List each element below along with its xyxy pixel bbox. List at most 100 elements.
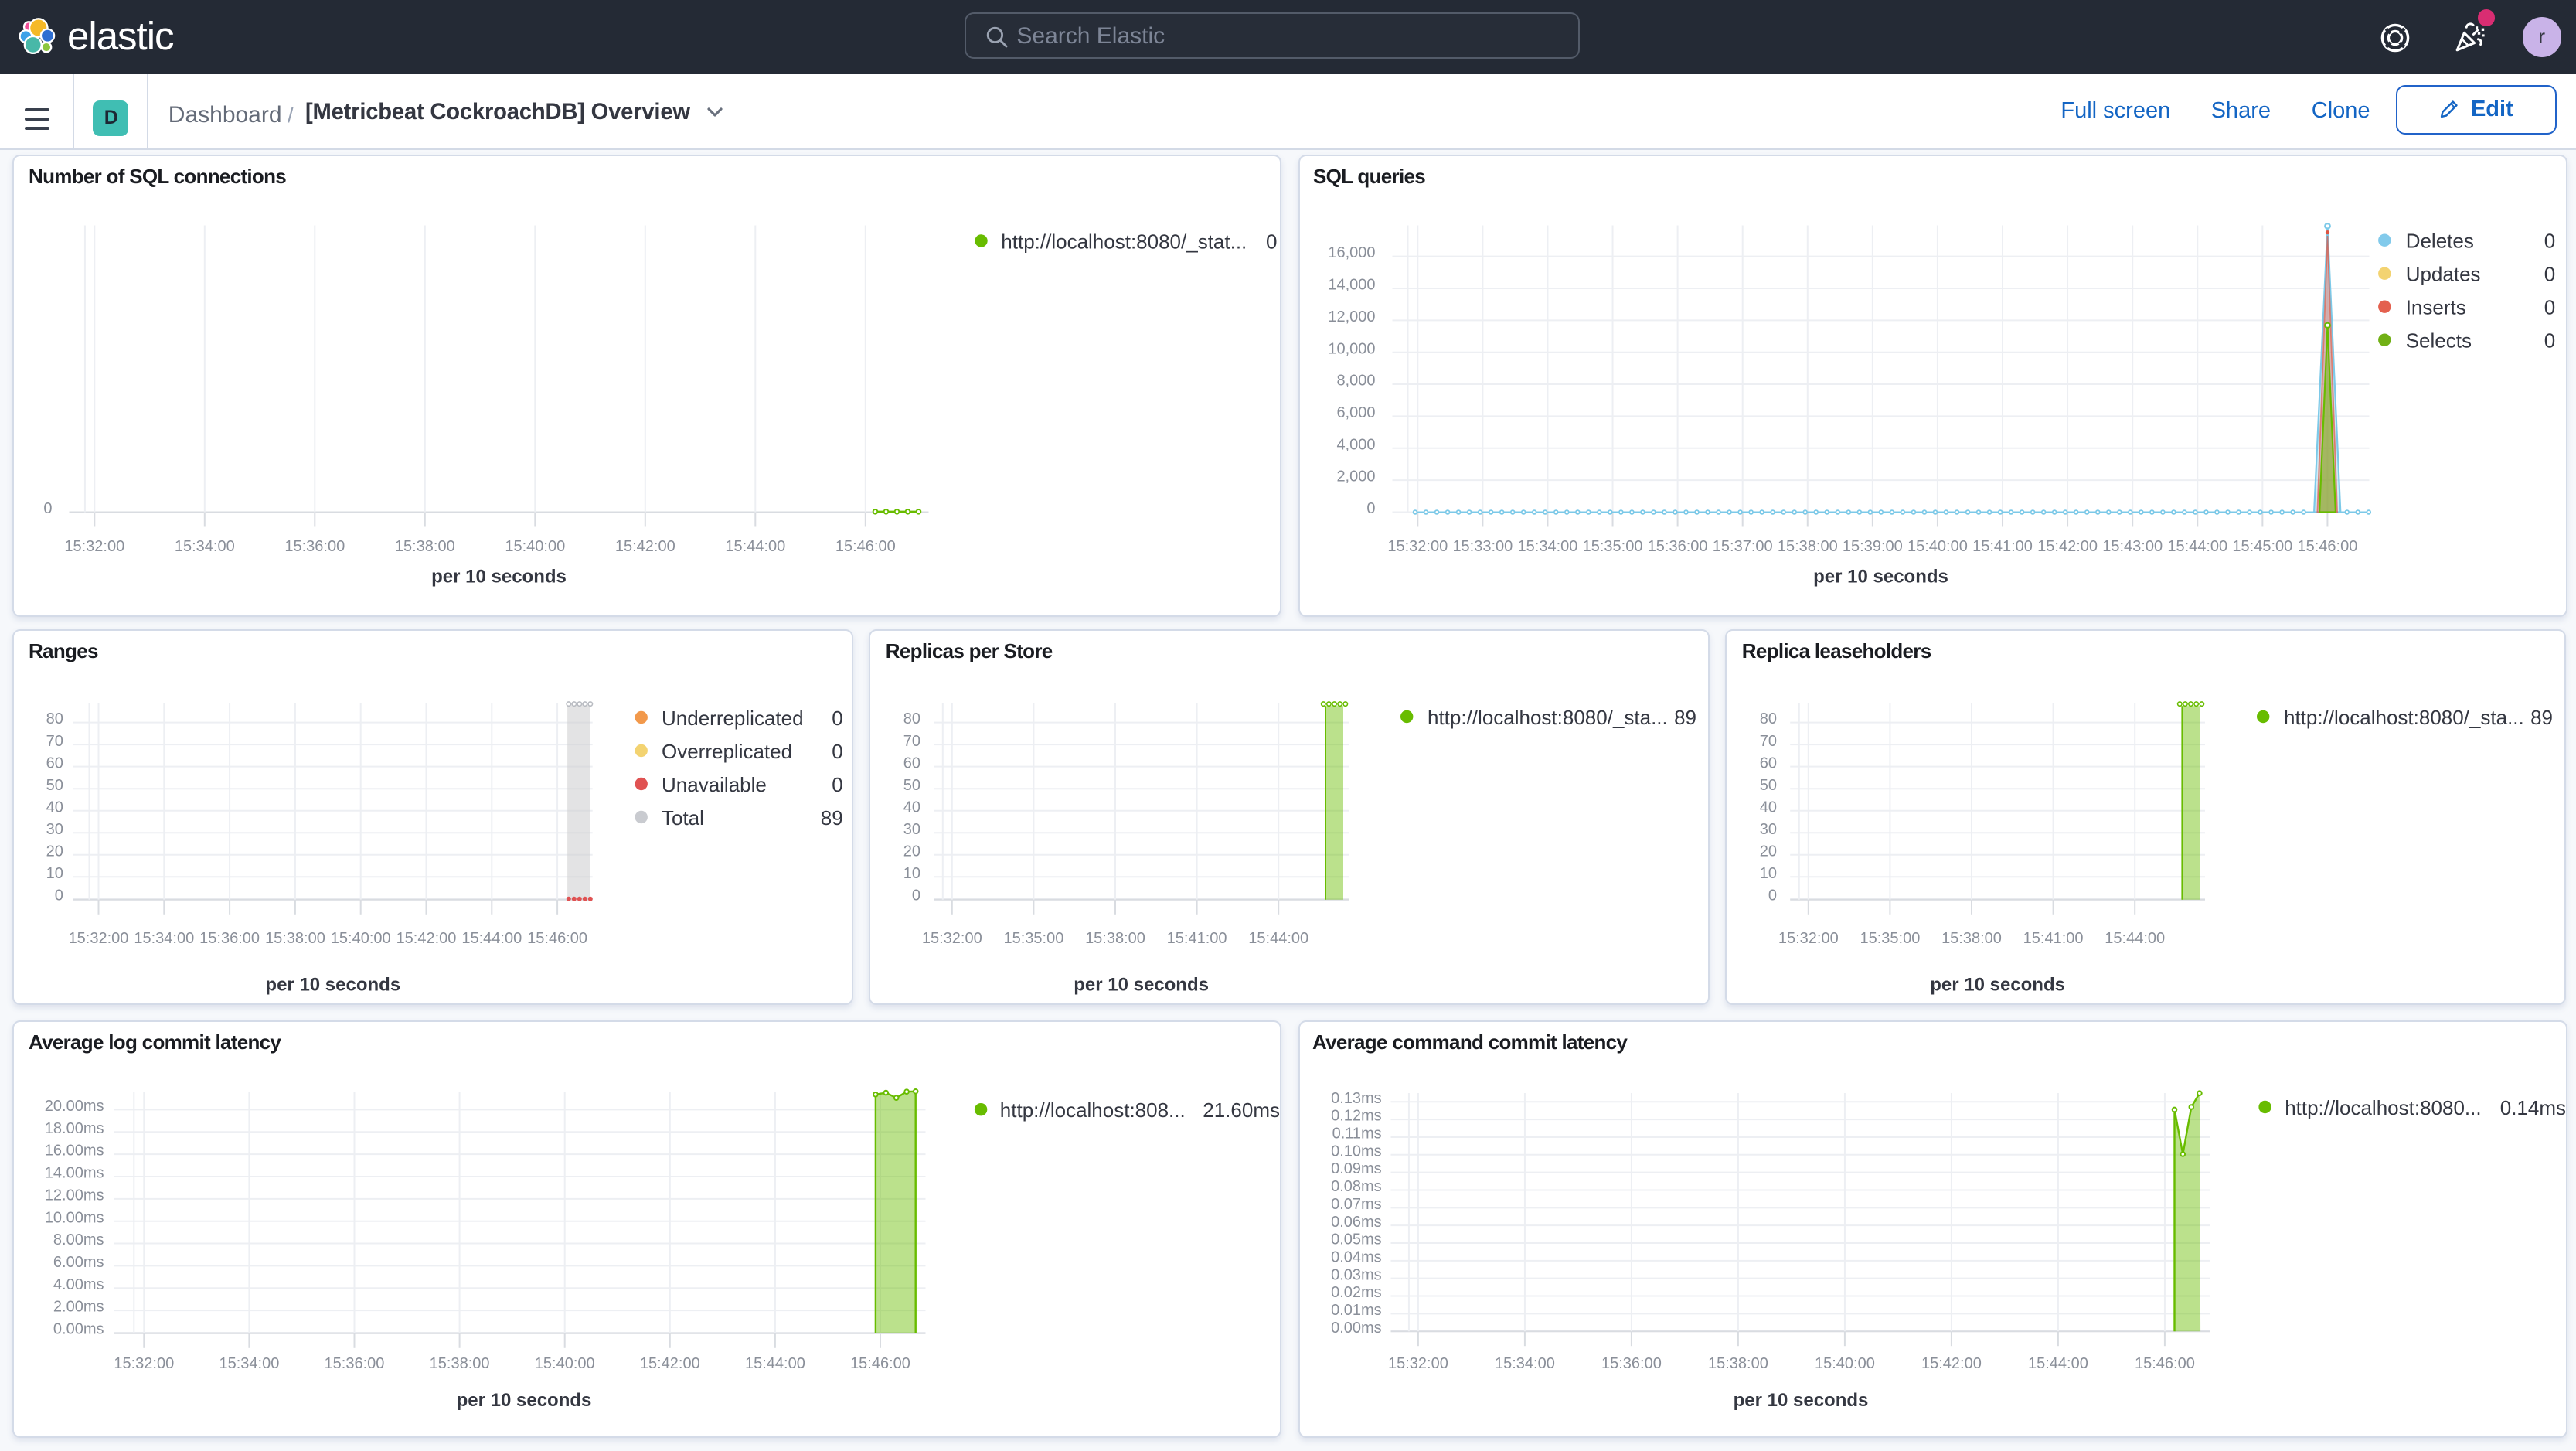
svg-text:15:35:00: 15:35:00 (1583, 539, 1643, 556)
svg-text:80: 80 (1760, 710, 1777, 727)
svg-text:30: 30 (903, 821, 920, 838)
svg-text:2.00ms: 2.00ms (53, 1299, 104, 1316)
svg-text:per 10 seconds: per 10 seconds (266, 974, 401, 995)
svg-text:Average command commit latency: Average command commit latency (1313, 1030, 1628, 1054)
svg-text:15:32:00: 15:32:00 (114, 1355, 175, 1372)
svg-text:Average log commit latency: Average log commit latency (29, 1030, 282, 1054)
svg-text:0.05ms: 0.05ms (1332, 1231, 1383, 1248)
svg-text:15:41:00: 15:41:00 (2023, 930, 2084, 947)
svg-text:Total: Total (662, 806, 705, 829)
svg-text:20: 20 (1760, 843, 1777, 860)
svg-text:0: 0 (1768, 887, 1777, 904)
svg-text:0.09ms: 0.09ms (1332, 1160, 1383, 1177)
svg-text:0: 0 (2544, 230, 2555, 253)
svg-text:15:38:00: 15:38:00 (395, 539, 455, 556)
svg-text:15:42:00: 15:42:00 (396, 930, 457, 947)
svg-text:15:41:00: 15:41:00 (1973, 539, 2033, 556)
svg-text:70: 70 (903, 733, 920, 750)
svg-text:0: 0 (1267, 230, 1278, 254)
svg-text:8.00ms: 8.00ms (53, 1231, 104, 1248)
svg-text:Unavailable: Unavailable (662, 773, 767, 796)
svg-text:15:41:00: 15:41:00 (1167, 930, 1227, 947)
svg-text:0.14ms: 0.14ms (2500, 1096, 2566, 1119)
svg-text:16.00ms: 16.00ms (45, 1143, 104, 1160)
svg-text:40: 40 (1760, 799, 1777, 816)
svg-text:50: 50 (1760, 777, 1777, 794)
svg-text:60: 60 (1760, 754, 1777, 771)
svg-text:15:40:00: 15:40:00 (331, 930, 391, 947)
svg-text:15:46:00: 15:46:00 (528, 930, 588, 947)
svg-text:Number of SQL connections: Number of SQL connections (29, 165, 287, 188)
svg-text:15:34:00: 15:34:00 (1518, 539, 1578, 556)
svg-text:15:42:00: 15:42:00 (615, 539, 675, 556)
svg-text:Overreplicated: Overreplicated (662, 740, 793, 763)
svg-text:15:32:00: 15:32:00 (1778, 930, 1839, 947)
svg-text:15:42:00: 15:42:00 (640, 1355, 700, 1372)
svg-text:0: 0 (2544, 296, 2555, 319)
svg-text:14.00ms: 14.00ms (45, 1165, 104, 1182)
svg-text:0: 0 (912, 887, 920, 904)
svg-text:15:40:00: 15:40:00 (505, 539, 566, 556)
svg-text:http://localhost:808...: http://localhost:808... (1000, 1098, 1186, 1122)
svg-text:60: 60 (903, 754, 920, 771)
svg-text:15:44:00: 15:44:00 (2168, 539, 2228, 556)
svg-text:15:36:00: 15:36:00 (325, 1355, 385, 1372)
svg-text:12.00ms: 12.00ms (45, 1187, 104, 1204)
svg-text:15:38:00: 15:38:00 (1941, 930, 2002, 947)
svg-text:15:44:00: 15:44:00 (462, 930, 522, 947)
svg-text:70: 70 (46, 733, 63, 750)
svg-text:SQL queries: SQL queries (1314, 165, 1426, 188)
svg-text:10: 10 (903, 865, 920, 882)
svg-text:15:36:00: 15:36:00 (285, 539, 345, 556)
svg-text:60: 60 (46, 754, 63, 771)
svg-text:12,000: 12,000 (1329, 308, 1376, 325)
svg-text:8,000: 8,000 (1337, 373, 1376, 390)
svg-text:15:32:00: 15:32:00 (922, 930, 982, 947)
svg-text:15:38:00: 15:38:00 (1778, 539, 1838, 556)
svg-text:15:45:00: 15:45:00 (2233, 539, 2293, 556)
svg-text:0.12ms: 0.12ms (1332, 1108, 1383, 1125)
svg-text:14,000: 14,000 (1329, 277, 1376, 294)
svg-text:15:44:00: 15:44:00 (745, 1355, 805, 1372)
svg-text:0: 0 (832, 740, 843, 763)
svg-text:10: 10 (1760, 865, 1777, 882)
svg-text:0: 0 (2544, 263, 2555, 286)
svg-text:15:38:00: 15:38:00 (1085, 930, 1145, 947)
svg-text:0.11ms: 0.11ms (1332, 1126, 1382, 1143)
svg-text:0.04ms: 0.04ms (1332, 1248, 1383, 1265)
svg-text:10,000: 10,000 (1329, 341, 1376, 358)
svg-text:0.00ms: 0.00ms (1332, 1320, 1383, 1337)
svg-text:20: 20 (903, 843, 920, 860)
svg-text:50: 50 (46, 777, 63, 794)
svg-text:0: 0 (1367, 501, 1376, 518)
svg-text:Replicas per Store: Replicas per Store (886, 639, 1053, 662)
svg-text:50: 50 (903, 777, 920, 794)
svg-text:15:38:00: 15:38:00 (265, 930, 325, 947)
svg-text:15:44:00: 15:44:00 (2105, 930, 2165, 947)
svg-text:10.00ms: 10.00ms (45, 1209, 104, 1226)
svg-text:89: 89 (821, 806, 843, 829)
svg-text:15:34:00: 15:34:00 (134, 930, 195, 947)
svg-text:0.03ms: 0.03ms (1332, 1266, 1383, 1283)
svg-text:15:46:00: 15:46:00 (835, 539, 896, 556)
svg-text:15:40:00: 15:40:00 (535, 1355, 595, 1372)
svg-text:0: 0 (832, 707, 843, 730)
svg-text:0: 0 (832, 773, 843, 796)
svg-text:15:36:00: 15:36:00 (1601, 1355, 1662, 1372)
svg-text:89: 89 (1674, 706, 1696, 729)
svg-text:0: 0 (44, 501, 53, 518)
svg-text:per 10 seconds: per 10 seconds (457, 1390, 592, 1411)
svg-text:4.00ms: 4.00ms (53, 1276, 104, 1293)
svg-text:15:40:00: 15:40:00 (1815, 1355, 1875, 1372)
svg-text:0.02ms: 0.02ms (1332, 1284, 1383, 1301)
svg-text:Replica leaseholders: Replica leaseholders (1742, 639, 1931, 662)
svg-text:20.00ms: 20.00ms (45, 1098, 104, 1115)
svg-text:15:33:00: 15:33:00 (1453, 539, 1513, 556)
svg-text:30: 30 (46, 821, 63, 838)
svg-text:15:46:00: 15:46:00 (2298, 539, 2358, 556)
svg-text:15:34:00: 15:34:00 (1495, 1355, 1555, 1372)
svg-text:http://localhost:8080/_sta...: http://localhost:8080/_sta... (1428, 706, 1668, 729)
svg-text:http://localhost:8080...: http://localhost:8080... (2285, 1096, 2482, 1119)
svg-text:15:46:00: 15:46:00 (2135, 1355, 2195, 1372)
svg-text:18.00ms: 18.00ms (45, 1120, 104, 1137)
